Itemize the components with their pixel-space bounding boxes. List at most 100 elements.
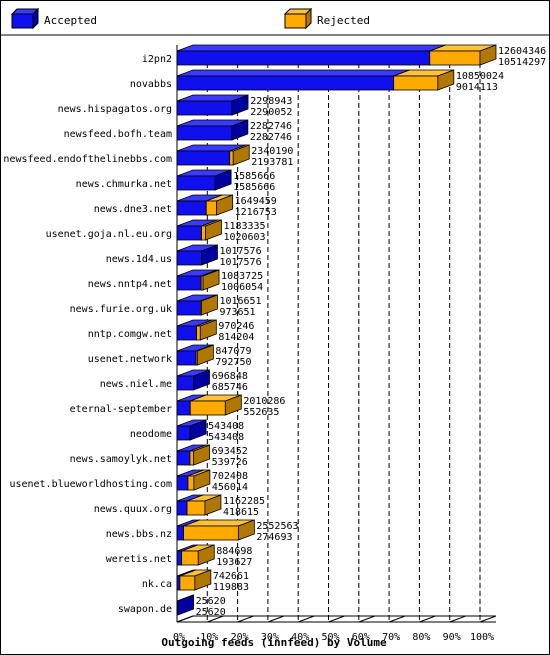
x-tick-label: 70% <box>382 632 400 643</box>
bar-rejected <box>183 525 239 541</box>
value-label-rejected: 702408 <box>212 471 248 482</box>
bar-rejected-side <box>199 319 217 341</box>
bar-accepted <box>176 250 202 266</box>
bar-accepted <box>176 450 191 466</box>
bar-rejected-side <box>437 69 455 91</box>
bars <box>176 44 497 616</box>
axes: 0% 10% 20% 30% 40% 50% 60% 70% 80% 90% 100% <box>173 45 497 643</box>
value-label-accepted: 552635 <box>243 407 279 418</box>
x-tick-label: 60% <box>352 632 370 643</box>
bar-accepted <box>176 525 185 541</box>
value-label-accepted: 418615 <box>223 507 259 518</box>
value-label-rejected: 1016651 <box>219 296 261 307</box>
value-label-rejected: 1649459 <box>235 196 277 207</box>
value-label-accepted: 25620 <box>196 607 226 618</box>
bar-accepted <box>176 550 183 566</box>
value-label-accepted: 2290052 <box>250 107 292 118</box>
category-label: news.hispagatos.org <box>58 104 172 115</box>
value-label-rejected: 2552563 <box>256 521 298 532</box>
bar-accepted <box>176 425 191 441</box>
bar-rejected <box>429 50 481 66</box>
value-label-accepted: 1585666 <box>233 182 275 193</box>
value-label-rejected: 1183335 <box>223 221 265 232</box>
value-label-accepted: 1017576 <box>219 257 261 268</box>
value-label-accepted: 1006054 <box>221 282 263 293</box>
legend-rejected-label: Rejected <box>317 14 370 27</box>
bar-rejected-side <box>202 269 220 291</box>
category-label: news.chmurka.net <box>76 179 172 190</box>
value-label-accepted: 973651 <box>219 307 255 318</box>
value-label-accepted: 1020603 <box>223 232 265 243</box>
value-label-rejected: 847079 <box>215 346 251 357</box>
bar-rejected <box>189 450 195 466</box>
bar-rejected <box>186 500 206 516</box>
bar-rejected <box>189 400 226 416</box>
bar-rejected-side <box>194 569 212 591</box>
value-label-accepted: 456014 <box>212 482 248 493</box>
x-tick <box>479 615 497 623</box>
value-label-accepted: 10514297 <box>498 57 546 68</box>
category-label: news.samoylyk.net <box>70 454 172 465</box>
value-label-rejected: 1585666 <box>233 171 275 182</box>
bar-accepted-top <box>176 69 410 77</box>
value-label-accepted: 543408 <box>208 432 244 443</box>
bar-accepted <box>176 75 395 91</box>
category-label: novabbs <box>130 79 172 90</box>
value-label-rejected: 10850024 <box>456 71 504 82</box>
category-label: nk.ca <box>142 579 172 590</box>
value-label-accepted: 193627 <box>216 557 252 568</box>
bar-accepted <box>176 500 188 516</box>
bar-rejected <box>187 475 195 491</box>
value-label-accepted: 792750 <box>215 357 251 368</box>
value-label-accepted: 814204 <box>218 332 254 343</box>
bar-rejected <box>181 550 199 566</box>
bar-accepted <box>176 275 202 291</box>
category-label: newsfeed.bofh.team <box>64 129 172 140</box>
x-tick-label: 80% <box>412 632 430 643</box>
value-label-accepted: 274693 <box>256 532 292 543</box>
bar-rejected <box>179 575 196 591</box>
x-tick <box>358 615 375 623</box>
x-tick <box>207 615 224 623</box>
value-label-accepted: 9014113 <box>456 82 498 93</box>
bar-accepted <box>176 200 207 216</box>
bar-accepted-side <box>231 94 249 116</box>
value-label-rejected: 25620 <box>196 596 226 607</box>
value-label-rejected: 1162285 <box>223 496 265 507</box>
category-label: weretis.net <box>106 554 172 565</box>
value-label-accepted: 2282746 <box>250 132 292 143</box>
bar-rejected-side <box>201 294 218 316</box>
legend-accepted-swatch-side <box>32 7 39 30</box>
x-axis-depth <box>176 615 194 623</box>
bar-accepted <box>176 375 194 391</box>
bar-accepted <box>176 125 233 141</box>
value-label-accepted: 119883 <box>213 582 249 593</box>
value-label-rejected: 1017576 <box>219 246 261 257</box>
bar-accepted <box>176 175 216 191</box>
category-label: news.1d4.us <box>106 254 172 265</box>
category-label: usenet.network <box>88 354 172 365</box>
x-tick-label: 100% <box>470 632 494 643</box>
x-tick <box>419 615 436 623</box>
bar-rejected-side <box>232 144 250 166</box>
value-label-rejected: 1083725 <box>221 271 263 282</box>
category-label: news.nntp4.net <box>88 279 172 290</box>
bar-accepted-side <box>189 419 207 441</box>
bar-rejected-side <box>193 444 211 466</box>
value-label-rejected: 970246 <box>218 321 254 332</box>
bar-rejected <box>205 200 218 216</box>
x-tick-label: 10% <box>200 632 218 643</box>
category-label: news.bbs.nz <box>106 529 172 540</box>
bar-accepted <box>176 350 197 366</box>
category-label: usenet.blueworldhosting.com <box>9 479 172 490</box>
x-tick <box>449 615 466 623</box>
bar-rejected-side <box>479 44 497 66</box>
bar-rejected-side <box>216 194 234 216</box>
value-label-rejected: 2282746 <box>250 121 292 132</box>
value-label-rejected: 2010286 <box>243 396 285 407</box>
category-label: news.quux.org <box>94 504 172 515</box>
bar-rejected-side <box>204 494 222 516</box>
bar-accepted <box>176 100 233 116</box>
category-label: swapon.de <box>118 604 172 615</box>
